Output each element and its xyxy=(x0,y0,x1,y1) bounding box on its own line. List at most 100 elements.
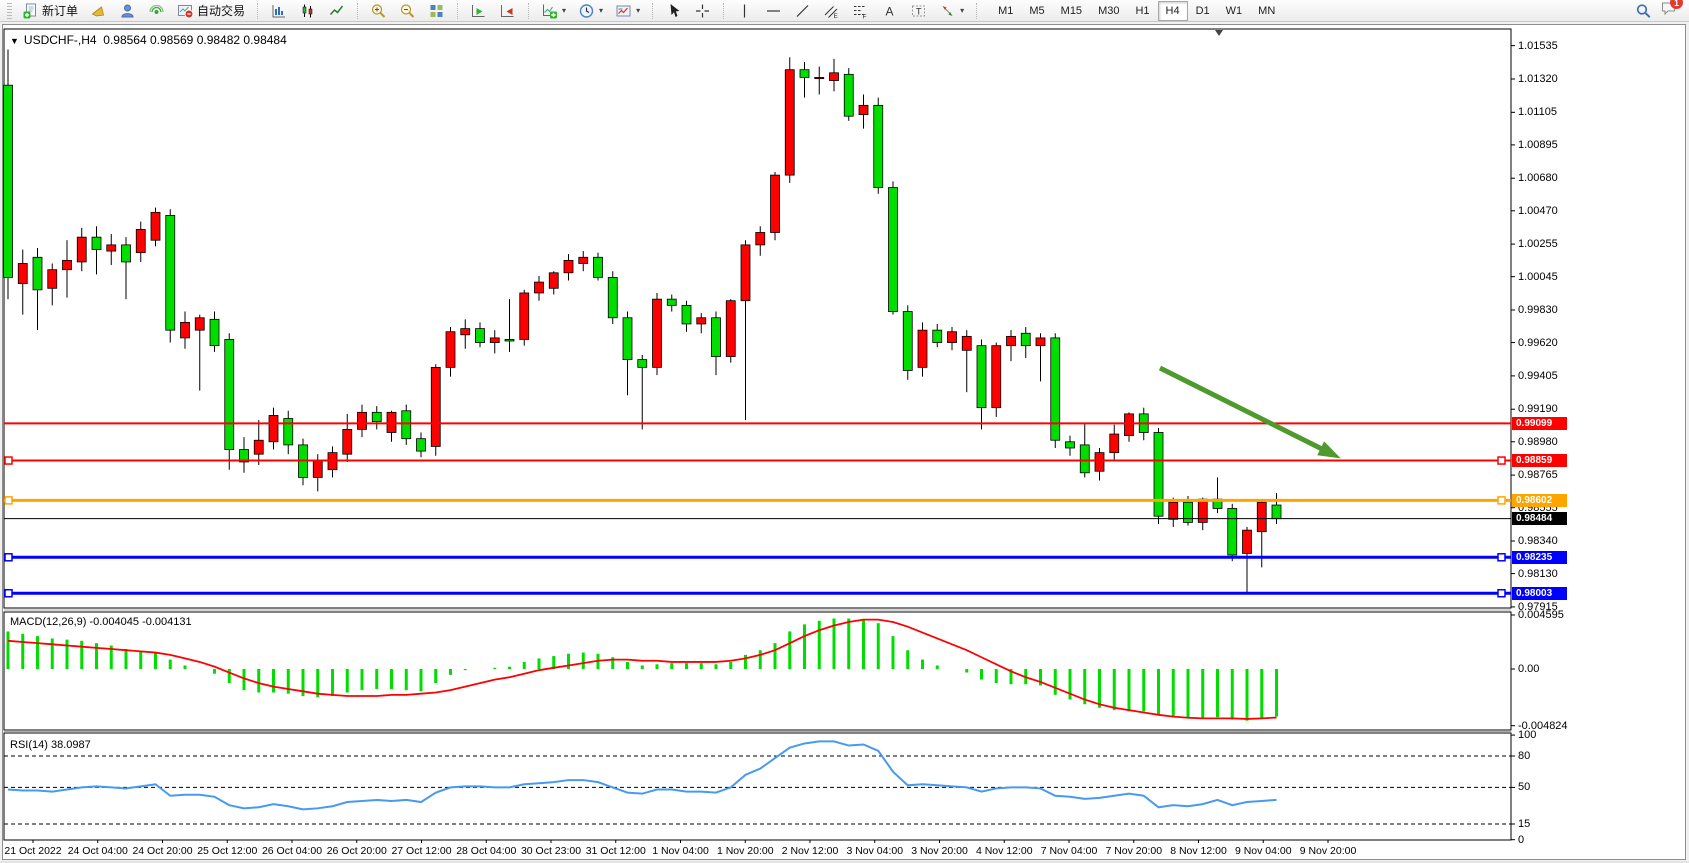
chart-shift-marker-icon[interactable] xyxy=(1215,30,1223,36)
zoom-out-button[interactable] xyxy=(394,1,421,21)
timeframe-button-H4[interactable]: H4 xyxy=(1157,0,1188,21)
expert-advisor-button[interactable] xyxy=(85,1,112,21)
candle xyxy=(401,410,412,440)
bar-chart-mode-button[interactable] xyxy=(265,1,292,21)
line-handle[interactable] xyxy=(1497,589,1506,598)
timeframe-button-D1[interactable]: D1 xyxy=(1195,4,1210,17)
toolbar-separator xyxy=(652,2,654,19)
timeframe-button-M1[interactable]: M1 xyxy=(998,4,1014,17)
cursor-tool-button[interactable] xyxy=(660,1,687,21)
trendline-tool-button[interactable] xyxy=(789,1,816,21)
horizontal-line-icon xyxy=(765,3,782,19)
fibonacci-tool-button[interactable]: F xyxy=(847,1,874,21)
price-tick-label: 0.98980 xyxy=(1518,435,1558,448)
timeframe-button-M30[interactable]: M30 xyxy=(1098,4,1120,17)
new-order-button[interactable]: 新订单 xyxy=(17,1,83,21)
text-label-tool-button[interactable]: T xyxy=(905,1,932,21)
chart-shift-button[interactable] xyxy=(494,1,521,21)
horizontal-line-tool-button[interactable] xyxy=(760,1,787,21)
timeframe-button-M5[interactable]: M5 xyxy=(1029,4,1045,17)
candlestick-mode-button[interactable] xyxy=(294,1,321,21)
price-tick-label: 1.00255 xyxy=(1518,238,1558,251)
toolbar-separator xyxy=(528,2,530,19)
candle xyxy=(489,337,500,343)
dropdown-caret-icon: ▾ xyxy=(562,6,567,15)
line-handle[interactable] xyxy=(4,456,13,465)
candle xyxy=(740,244,751,302)
line-handle[interactable] xyxy=(4,553,13,562)
arrow-objects-icon xyxy=(939,3,956,19)
candle xyxy=(711,317,721,357)
channel-tool-button[interactable]: E xyxy=(818,1,845,21)
notifications-button[interactable]: 1 xyxy=(1660,0,1683,21)
crosshair-tool-button[interactable] xyxy=(689,1,716,21)
price-tag: 0.99099 xyxy=(1512,416,1567,430)
line-handle[interactable] xyxy=(1497,456,1506,465)
candle xyxy=(607,277,618,319)
candle xyxy=(548,272,559,289)
macd-pane[interactable] xyxy=(3,611,1512,731)
time-tick-label: 24 Oct 20:00 xyxy=(132,845,193,857)
rsi-tick-label: 0 xyxy=(1518,833,1525,846)
vertical-line-tool-button[interactable] xyxy=(731,1,758,21)
signals-button[interactable] xyxy=(143,1,170,21)
search-icon[interactable] xyxy=(1635,3,1652,19)
timeframe-button-M15[interactable]: M15 xyxy=(1060,4,1083,17)
templates-button[interactable]: ▾ xyxy=(610,1,645,21)
zoom-in-button[interactable] xyxy=(365,1,392,21)
price-tag: 0.98003 xyxy=(1512,586,1567,600)
candle xyxy=(47,269,58,289)
rsi-tick-label: 15 xyxy=(1518,818,1531,830)
candle xyxy=(239,449,249,463)
price-tick-label: 1.01105 xyxy=(1518,106,1557,119)
line-chart-mode-button[interactable] xyxy=(323,1,350,21)
candle xyxy=(357,411,367,430)
collapse-triangle-icon[interactable]: ▼ xyxy=(10,36,19,46)
line-handle[interactable] xyxy=(4,496,13,505)
toolbar-grip[interactable] xyxy=(7,2,12,19)
zoom-in-icon xyxy=(370,3,387,19)
candle xyxy=(283,418,294,446)
candle xyxy=(106,244,117,252)
time-tick-label: 7 Nov 20:00 xyxy=(1105,845,1163,857)
auto-scroll-button[interactable] xyxy=(465,1,492,21)
candle xyxy=(1094,452,1105,472)
price-tick-label: 0.99620 xyxy=(1518,336,1558,349)
candle xyxy=(1168,501,1179,520)
periods-button[interactable]: ▾ xyxy=(573,1,608,21)
svg-text:T: T xyxy=(916,6,922,16)
line-handle[interactable] xyxy=(4,589,13,598)
time-tick-label: 1 Nov 20:00 xyxy=(716,845,774,857)
candle xyxy=(224,339,235,450)
timeframe-button-H1[interactable]: H1 xyxy=(1135,4,1150,17)
candle xyxy=(32,256,43,291)
timeframe-button-MN[interactable]: MN xyxy=(1258,4,1276,17)
line-handle[interactable] xyxy=(1497,553,1506,562)
indicators-button[interactable]: ▾ xyxy=(536,1,571,21)
new-order-icon xyxy=(22,3,39,19)
main-pane[interactable] xyxy=(3,28,1512,609)
arrows-tool-button[interactable]: ▾ xyxy=(934,1,969,21)
dropdown-caret-icon: ▾ xyxy=(960,6,965,15)
timeframe-button-W1[interactable]: W1 xyxy=(1225,4,1243,17)
tile-windows-button[interactable] xyxy=(423,1,450,21)
candle xyxy=(253,439,264,455)
candle xyxy=(17,263,28,285)
terminal-user-button[interactable] xyxy=(114,1,141,21)
auto-trading-button[interactable]: 自动交易 xyxy=(172,1,250,21)
time-tick-label: 26 Oct 20:00 xyxy=(326,845,387,857)
candle xyxy=(342,428,353,455)
line-handle[interactable] xyxy=(1497,496,1506,505)
text-tool-button[interactable]: A xyxy=(876,1,903,21)
template-icon xyxy=(615,3,632,19)
candle xyxy=(1065,441,1075,449)
rsi-pane[interactable] xyxy=(3,732,1512,841)
rsi-tick-label: 50 xyxy=(1518,781,1531,794)
arrow-annotation[interactable] xyxy=(1158,365,1332,456)
auto-trading-icon xyxy=(177,3,194,19)
price-tick-label: 0.99830 xyxy=(1518,304,1558,316)
candle xyxy=(135,228,146,254)
candle xyxy=(150,211,161,241)
candle xyxy=(991,345,1002,409)
